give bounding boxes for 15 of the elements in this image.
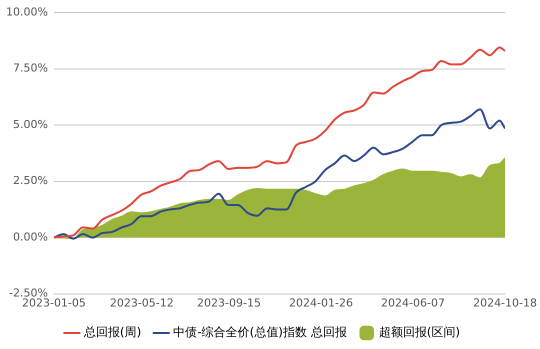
x-tick-label: 2024-01-26 — [289, 296, 353, 310]
x-tick-label: 2024-06-07 — [381, 296, 445, 310]
legend-label: 超额回报(区间) — [378, 325, 460, 340]
legend-label: 总回报(周) — [82, 325, 142, 340]
y-tick-label: 10.00% — [6, 5, 48, 18]
x-tick-label: 2024-10-18 — [473, 296, 538, 310]
line-series — [54, 108, 506, 240]
legend-label: 中债-综合全价(总值)指数 总回报 — [173, 325, 347, 340]
x-tick-label: 2023-05-12 — [110, 296, 174, 310]
line-series — [54, 46, 506, 239]
y-tick-label: 0.00% — [12, 230, 48, 244]
y-tick-label: 5.00% — [12, 118, 48, 131]
y-tick-label: 7.50% — [12, 62, 48, 75]
x-tick-label: 2023-09-15 — [197, 296, 261, 310]
y-tick-label: 2.50% — [12, 174, 48, 188]
